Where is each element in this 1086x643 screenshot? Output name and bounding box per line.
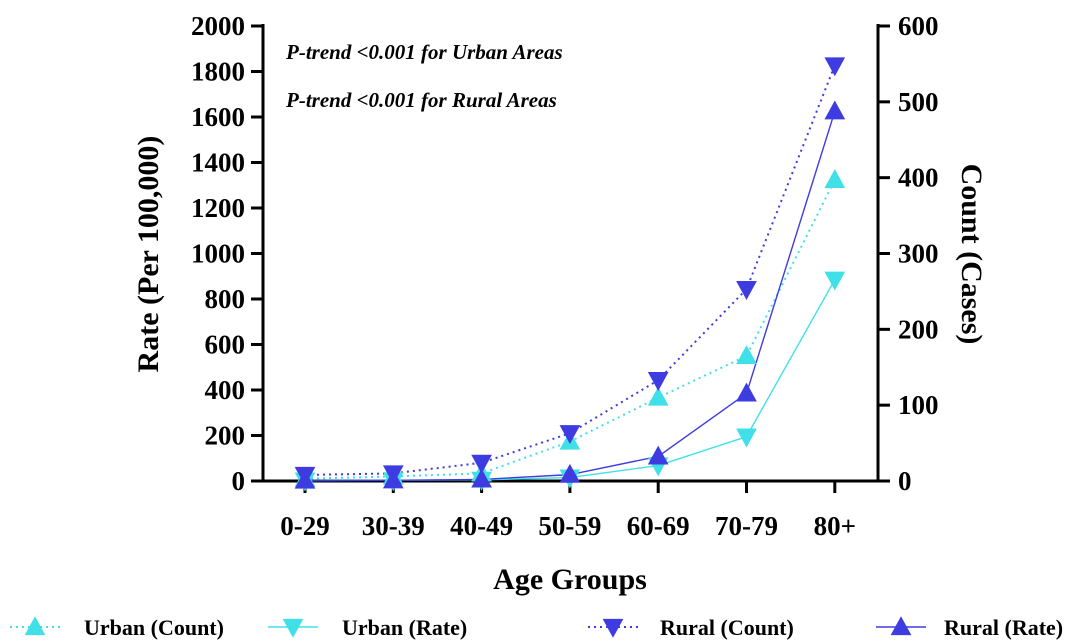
x-tick-label: 50-59 [538, 511, 601, 541]
legend-label: Urban (Rate) [342, 615, 467, 640]
y-left-tick-label: 400 [205, 375, 246, 405]
x-tick-label: 30-39 [362, 511, 425, 541]
series-line-urban-rate [304, 279, 836, 482]
legend-label: Rural (Rate) [944, 615, 1063, 640]
series-lines [304, 65, 836, 482]
y-left-tick-label: 1400 [191, 148, 245, 178]
data-point-rural-rate [471, 468, 492, 488]
data-point-urban-rate [736, 428, 757, 448]
y-right-tick-label: 600 [898, 11, 939, 41]
x-tick-label: 80+ [814, 511, 856, 541]
y-left-tick-label: 1000 [191, 239, 245, 269]
x-axis-title: Age Groups [493, 563, 647, 596]
data-point-rural-count [647, 372, 669, 391]
p-trend-annotation: P-trend <0.001 for Rural Areas [285, 88, 557, 112]
y-axis-left-title: Rate (Per 100,000) [132, 136, 165, 373]
data-point-rural-rate [294, 469, 316, 489]
data-point-urban-count [824, 169, 846, 189]
series-line-rural-count [304, 65, 836, 476]
legend-label: Urban (Count) [84, 615, 224, 640]
legend-item: Urban (Count) [10, 615, 224, 640]
y-left-tick-label: 800 [205, 284, 246, 314]
data-point-rural-count [471, 454, 492, 474]
data-point-rural-count [736, 281, 757, 300]
data-point-rural-rate [647, 445, 669, 465]
series-markers [294, 57, 846, 492]
y-right-tick-label: 200 [898, 314, 939, 344]
x-tick-label: 60-69 [627, 511, 690, 541]
data-point-urban-count [736, 345, 757, 364]
data-point-urban-rate [824, 271, 846, 291]
annotations: P-trend <0.001 for Urban Areas P-trend <0… [285, 40, 563, 112]
data-point-rural-rate [382, 469, 404, 489]
y-right-tick-label: 0 [898, 466, 912, 496]
y-left-tick-label: 1800 [191, 57, 245, 87]
data-point-rural-count [824, 57, 846, 77]
y-left-tick-label: 2000 [191, 11, 245, 41]
y-axis-right-title: Count (Cases) [955, 164, 988, 345]
x-tick-label: 0-29 [280, 511, 330, 541]
y-left-tick-label: 0 [232, 466, 246, 496]
y-left-tick-label: 1600 [191, 102, 245, 132]
legend-label: Rural (Count) [660, 615, 794, 640]
data-point-urban-count [647, 386, 669, 406]
data-point-rural-rate [559, 463, 581, 483]
data-point-rural-rate [736, 382, 757, 402]
legend-item: Rural (Rate) [876, 615, 1063, 640]
y-left-tick-label: 1200 [191, 193, 245, 223]
y-right-tick-label: 300 [898, 239, 939, 269]
x-tick-label: 70-79 [715, 511, 778, 541]
legend-marker [282, 618, 304, 638]
legend-marker [24, 616, 46, 636]
y-right-tick-label: 500 [898, 87, 939, 117]
y-left-tick-label: 200 [205, 421, 246, 451]
data-point-rural-rate [824, 100, 846, 120]
x-tick-label: 40-49 [450, 511, 513, 541]
legend-item: Urban (Rate) [268, 615, 467, 640]
legend: Urban (Count) Urban (Rate) Rural (Count) Ru… [10, 615, 1063, 640]
y-left-tick-label: 600 [205, 330, 246, 360]
axes: 0 200 400 600 800 1000 1200 1400 1600 1800 2000 0 10… [132, 11, 988, 596]
data-point-rural-count [559, 425, 581, 445]
y-right-tick-label: 400 [898, 163, 939, 193]
legend-marker [890, 616, 912, 636]
p-trend-annotation: P-trend <0.001 for Urban Areas [285, 40, 563, 64]
legend-item: Rural (Count) [588, 615, 794, 640]
y-right-tick-label: 100 [898, 390, 939, 420]
legend-marker [602, 618, 624, 638]
